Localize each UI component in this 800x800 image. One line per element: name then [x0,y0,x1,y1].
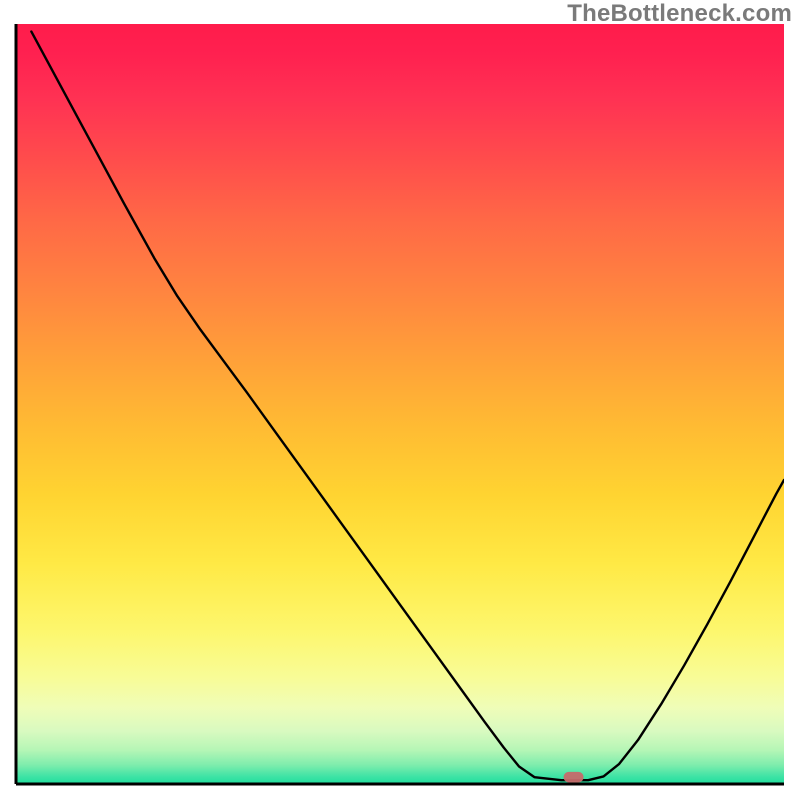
gradient-background [16,24,784,784]
chart-root: TheBottleneck.com [0,0,800,800]
watermark: TheBottleneck.com [567,0,792,28]
optimal-marker [564,772,584,783]
chart-svg [0,0,800,800]
